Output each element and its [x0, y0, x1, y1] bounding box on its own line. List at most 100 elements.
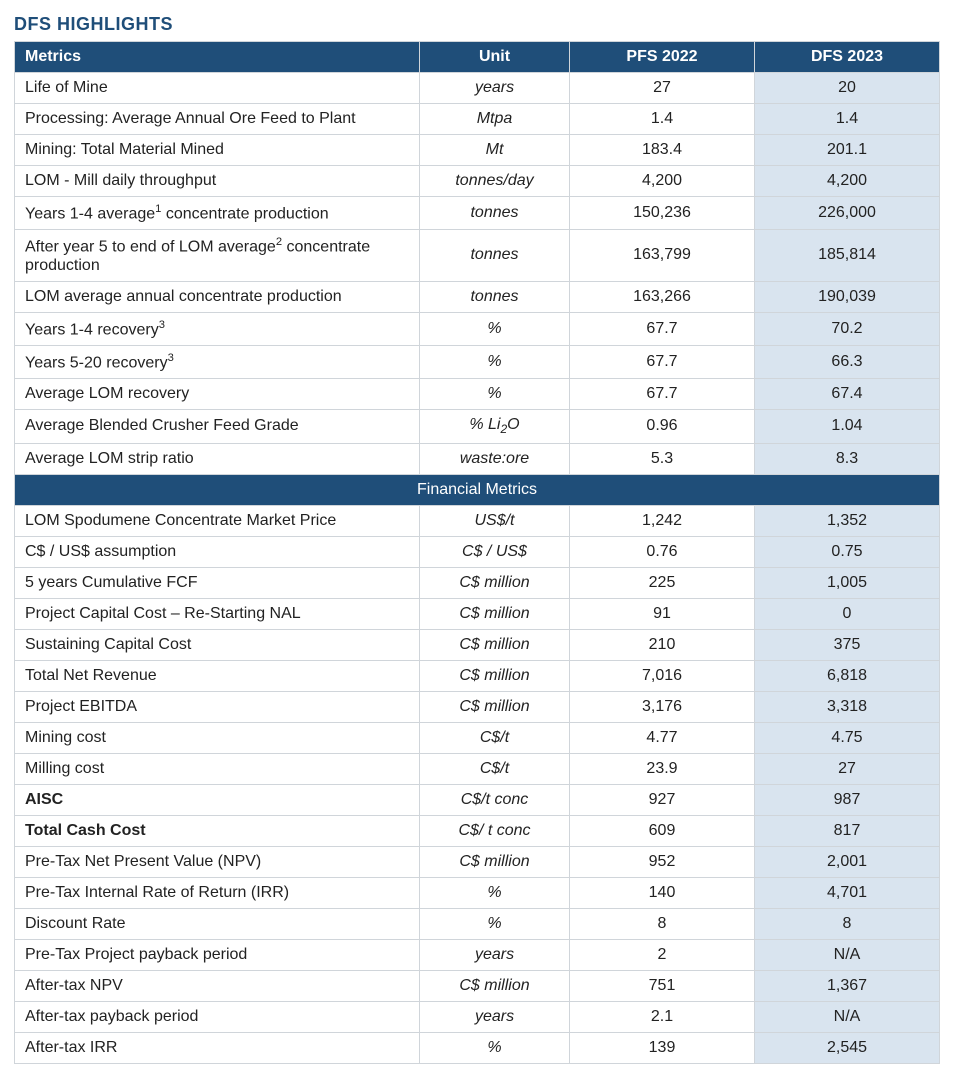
metric-cell: Project EBITDA	[15, 691, 420, 722]
metric-cell: After-tax NPV	[15, 970, 420, 1001]
pfs-cell: 225	[570, 567, 755, 598]
dfs-cell: 4,701	[755, 877, 940, 908]
table-row: Average LOM recovery%67.767.4	[15, 379, 940, 410]
table-row: C$ / US$ assumptionC$ / US$0.760.75	[15, 536, 940, 567]
dfs-cell: 20	[755, 73, 940, 104]
unit-cell: years	[420, 1001, 570, 1032]
table-row: Total Net RevenueC$ million7,0166,818	[15, 660, 940, 691]
metric-cell: Mining cost	[15, 722, 420, 753]
dfs-cell: 1,005	[755, 567, 940, 598]
metric-cell: Average Blended Crusher Feed Grade	[15, 410, 420, 443]
dfs-cell: 66.3	[755, 345, 940, 378]
unit-cell: %	[420, 1032, 570, 1063]
table-row: After-tax NPVC$ million7511,367	[15, 970, 940, 1001]
pfs-cell: 91	[570, 598, 755, 629]
pfs-cell: 4,200	[570, 166, 755, 197]
unit-cell: C$/t	[420, 722, 570, 753]
unit-cell: C$/t conc	[420, 784, 570, 815]
metric-cell: 5 years Cumulative FCF	[15, 567, 420, 598]
pfs-cell: 23.9	[570, 753, 755, 784]
metric-cell: Years 5-20 recovery3	[15, 345, 420, 378]
table-row: After-tax payback periodyears2.1N/A	[15, 1001, 940, 1032]
col-unit: Unit	[420, 42, 570, 73]
table-row: Average Blended Crusher Feed Grade% Li2O…	[15, 410, 940, 443]
metric-cell: Sustaining Capital Cost	[15, 629, 420, 660]
section-header-cell: Financial Metrics	[15, 474, 940, 505]
table-row: Pre-Tax Internal Rate of Return (IRR)%14…	[15, 877, 940, 908]
dfs-cell: 987	[755, 784, 940, 815]
pfs-cell: 1,242	[570, 505, 755, 536]
table-row: Mining costC$/t4.774.75	[15, 722, 940, 753]
metric-cell: Years 1-4 average1 concentrate productio…	[15, 197, 420, 230]
pfs-cell: 609	[570, 815, 755, 846]
table-row: After-tax IRR%1392,545	[15, 1032, 940, 1063]
metric-cell: After year 5 to end of LOM average2 conc…	[15, 230, 420, 281]
metric-cell: Total Cash Cost	[15, 815, 420, 846]
dfs-cell: N/A	[755, 1001, 940, 1032]
table-row: Pre-Tax Net Present Value (NPV)C$ millio…	[15, 846, 940, 877]
pfs-cell: 8	[570, 908, 755, 939]
page-title: DFS HIGHLIGHTS	[14, 14, 940, 35]
table-row: Sustaining Capital CostC$ million210375	[15, 629, 940, 660]
unit-cell: C$ million	[420, 846, 570, 877]
dfs-cell: 1.4	[755, 104, 940, 135]
metric-cell: Pre-Tax Project payback period	[15, 939, 420, 970]
unit-cell: years	[420, 939, 570, 970]
section-header-row: Financial Metrics	[15, 474, 940, 505]
table-row: Mining: Total Material MinedMt183.4201.1	[15, 135, 940, 166]
table-row: Pre-Tax Project payback periodyears2N/A	[15, 939, 940, 970]
pfs-cell: 163,266	[570, 281, 755, 312]
metric-cell: After-tax IRR	[15, 1032, 420, 1063]
unit-cell: years	[420, 73, 570, 104]
table-row: Discount Rate%88	[15, 908, 940, 939]
dfs-cell: 67.4	[755, 379, 940, 410]
unit-cell: C$ million	[420, 567, 570, 598]
metric-cell: Milling cost	[15, 753, 420, 784]
pfs-cell: 3,176	[570, 691, 755, 722]
table-row: Life of Mineyears2720	[15, 73, 940, 104]
table-row: LOM average annual concentrate productio…	[15, 281, 940, 312]
metric-cell: Average LOM recovery	[15, 379, 420, 410]
unit-cell: tonnes	[420, 230, 570, 281]
metric-cell: Processing: Average Annual Ore Feed to P…	[15, 104, 420, 135]
pfs-cell: 2.1	[570, 1001, 755, 1032]
dfs-cell: 817	[755, 815, 940, 846]
metrics-table: Metrics Unit PFS 2022 DFS 2023 Life of M…	[14, 41, 940, 1064]
dfs-cell: 2,001	[755, 846, 940, 877]
dfs-cell: 1,352	[755, 505, 940, 536]
dfs-cell: 4,200	[755, 166, 940, 197]
unit-cell: US$/t	[420, 505, 570, 536]
unit-cell: tonnes/day	[420, 166, 570, 197]
dfs-cell: 185,814	[755, 230, 940, 281]
pfs-cell: 952	[570, 846, 755, 877]
pfs-cell: 67.7	[570, 345, 755, 378]
dfs-cell: 1,367	[755, 970, 940, 1001]
dfs-cell: 226,000	[755, 197, 940, 230]
unit-cell: C$ million	[420, 598, 570, 629]
pfs-cell: 150,236	[570, 197, 755, 230]
metric-cell: Years 1-4 recovery3	[15, 312, 420, 345]
metric-cell: LOM average annual concentrate productio…	[15, 281, 420, 312]
unit-cell: C$ million	[420, 629, 570, 660]
metric-cell: Mining: Total Material Mined	[15, 135, 420, 166]
unit-cell: %	[420, 345, 570, 378]
unit-cell: %	[420, 877, 570, 908]
pfs-cell: 210	[570, 629, 755, 660]
dfs-cell: 0.75	[755, 536, 940, 567]
metric-cell: Total Net Revenue	[15, 660, 420, 691]
unit-cell: C$ million	[420, 660, 570, 691]
col-metrics: Metrics	[15, 42, 420, 73]
unit-cell: tonnes	[420, 197, 570, 230]
table-row: Project Capital Cost – Re-Starting NALC$…	[15, 598, 940, 629]
dfs-cell: 1.04	[755, 410, 940, 443]
metric-cell: Discount Rate	[15, 908, 420, 939]
dfs-cell: 27	[755, 753, 940, 784]
metric-cell: Average LOM strip ratio	[15, 443, 420, 474]
pfs-cell: 5.3	[570, 443, 755, 474]
unit-cell: C$/t	[420, 753, 570, 784]
table-row: LOM - Mill daily throughputtonnes/day4,2…	[15, 166, 940, 197]
dfs-cell: 190,039	[755, 281, 940, 312]
metric-cell: AISC	[15, 784, 420, 815]
col-dfs: DFS 2023	[755, 42, 940, 73]
pfs-cell: 140	[570, 877, 755, 908]
